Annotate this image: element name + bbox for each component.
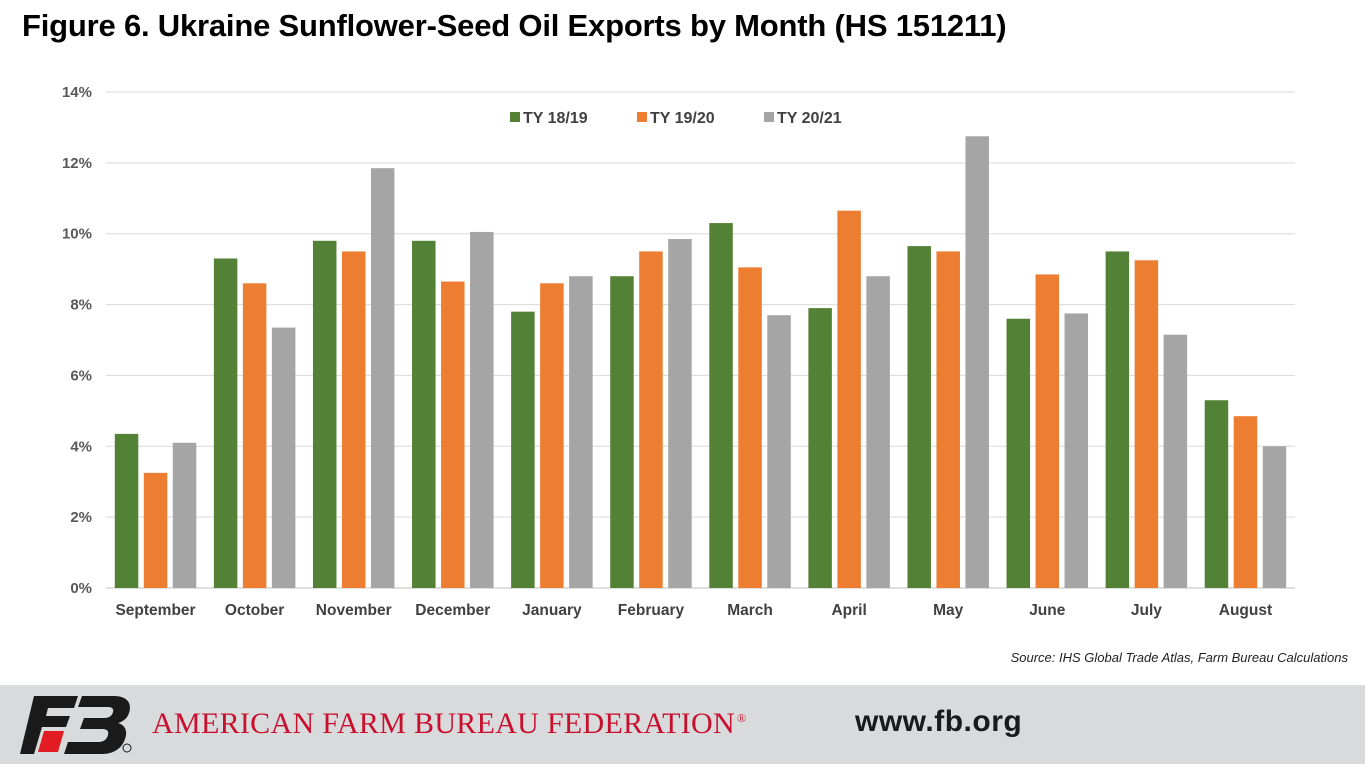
bar bbox=[709, 223, 733, 589]
x-tick-label: November bbox=[316, 602, 392, 619]
y-tick-label: 0% bbox=[70, 580, 92, 597]
legend-label: TY 20/21 bbox=[777, 110, 842, 127]
x-tick-label: January bbox=[522, 602, 582, 619]
legend-swatch bbox=[637, 112, 647, 122]
bar-chart: 0% 2% 4% 6% 8% 10% 12% 14% September October Nove… bbox=[62, 84, 1295, 619]
bar bbox=[668, 239, 692, 588]
bar bbox=[610, 276, 634, 588]
legend: TY 18/19 TY 19/20 TY 20/21 bbox=[510, 110, 842, 127]
legend-swatch bbox=[764, 112, 774, 122]
bar bbox=[412, 240, 436, 589]
legend-swatch bbox=[510, 112, 520, 122]
x-tick-label: June bbox=[1029, 602, 1066, 619]
bar bbox=[738, 267, 762, 588]
x-tick-label: December bbox=[415, 602, 490, 619]
bar bbox=[936, 251, 960, 588]
bar bbox=[370, 168, 395, 588]
x-tick-label: February bbox=[618, 602, 685, 619]
bar bbox=[1105, 251, 1130, 588]
y-axis-ticks: 0% 2% 4% 6% 8% 10% 12% 14% bbox=[62, 84, 92, 597]
x-tick-label: August bbox=[1219, 602, 1272, 619]
legend-label: TY 18/19 bbox=[523, 110, 588, 127]
chart-title: Figure 6. Ukraine Sunflower-Seed Oil Exp… bbox=[22, 8, 1007, 43]
bar bbox=[470, 231, 494, 588]
bar bbox=[767, 315, 791, 588]
bar bbox=[271, 327, 296, 588]
bar bbox=[1163, 334, 1188, 588]
bar bbox=[1134, 260, 1159, 588]
bar bbox=[114, 433, 139, 588]
y-tick-label: 8% bbox=[70, 297, 92, 314]
bar bbox=[866, 276, 890, 588]
y-tick-label: 12% bbox=[62, 155, 92, 172]
x-tick-label: May bbox=[933, 602, 964, 619]
bar bbox=[341, 251, 366, 588]
x-tick-label: October bbox=[225, 602, 284, 619]
bar bbox=[1233, 416, 1258, 588]
y-tick-label: 4% bbox=[70, 438, 92, 455]
bar bbox=[1006, 318, 1031, 588]
x-tick-label: July bbox=[1131, 602, 1162, 619]
bar bbox=[639, 251, 663, 588]
y-tick-label: 6% bbox=[70, 367, 92, 384]
bar bbox=[312, 240, 337, 589]
y-tick-label: 10% bbox=[62, 226, 92, 243]
bar bbox=[1204, 400, 1229, 588]
legend-label: TY 19/20 bbox=[650, 110, 715, 127]
org-name: AMERICAN FARM BUREAU FEDERATION ® bbox=[152, 707, 747, 740]
bar bbox=[837, 210, 861, 588]
gridlines bbox=[106, 91, 1295, 589]
bar bbox=[441, 281, 465, 588]
footer-banner: AMERICAN FARM BUREAU FEDERATION ® www.fb.… bbox=[0, 685, 1365, 764]
bar bbox=[213, 258, 238, 588]
bar bbox=[511, 311, 535, 588]
bar bbox=[907, 246, 931, 588]
bars bbox=[114, 136, 1287, 589]
bar bbox=[808, 308, 832, 588]
x-tick-label: September bbox=[115, 602, 195, 619]
x-tick-label: March bbox=[727, 602, 773, 619]
bar bbox=[172, 442, 197, 588]
bar bbox=[143, 472, 168, 588]
bar bbox=[242, 283, 267, 588]
website-url: www.fb.org bbox=[855, 705, 1023, 738]
y-tick-label: 14% bbox=[62, 84, 92, 101]
fb-logo-icon bbox=[20, 696, 132, 754]
source-note: Source: IHS Global Trade Atlas, Farm Bur… bbox=[1010, 650, 1348, 665]
bar bbox=[965, 136, 989, 589]
bar bbox=[1262, 446, 1287, 588]
x-tick-label: April bbox=[831, 602, 866, 619]
bar bbox=[1064, 313, 1089, 588]
bar bbox=[1035, 274, 1060, 588]
x-axis-labels: September October November December January F… bbox=[115, 602, 1272, 619]
bar bbox=[540, 283, 564, 588]
bar bbox=[569, 276, 593, 588]
y-tick-label: 2% bbox=[70, 509, 92, 526]
